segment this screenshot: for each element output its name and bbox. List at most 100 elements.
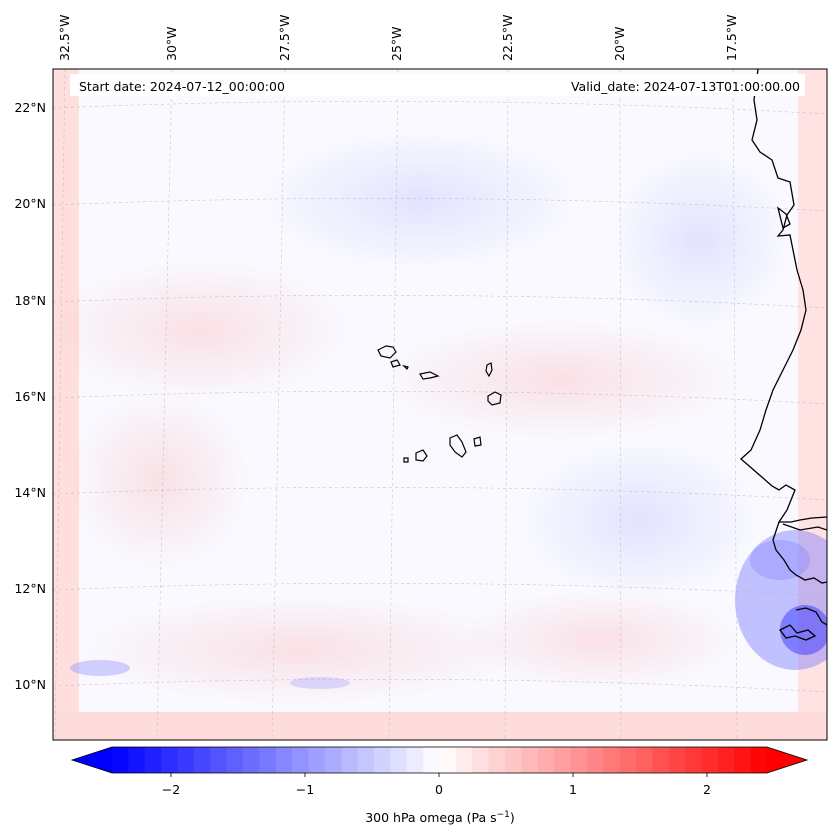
lon-label: 25°W	[389, 26, 404, 61]
field-blob	[520, 440, 760, 600]
colorbar-cell	[243, 747, 260, 773]
lon-label: 20°W	[612, 26, 627, 61]
map-panel: Start date: 2024-07-12_00:00:00 Valid_da…	[52, 68, 828, 741]
lat-label: 20°N	[14, 196, 46, 211]
colorbar-cell	[423, 747, 441, 773]
colorbar-cell	[586, 747, 604, 773]
colorbar-label-close: )	[510, 810, 515, 825]
africa-coast	[772, 521, 827, 584]
colorbar-cell	[210, 747, 228, 773]
lon-label: 27.5°W	[277, 15, 292, 61]
lon-label: 17.5°W	[724, 15, 739, 61]
lat-label: 16°N	[14, 389, 46, 404]
field-blob	[460, 590, 740, 690]
colorbar-tick-label: 1	[569, 782, 577, 797]
colorbar-cell	[455, 747, 473, 773]
colorbar-cell	[406, 747, 424, 773]
island-sal	[485, 362, 493, 378]
colorbar-cell	[570, 747, 588, 773]
annotation-strip	[70, 74, 805, 96]
colorbar-cell	[226, 747, 244, 773]
colorbar-cell	[750, 747, 768, 773]
lat-label: 22°N	[14, 100, 46, 115]
colorbar-label-main: 300 hPa omega (Pa s	[365, 810, 496, 825]
field-blob	[80, 595, 520, 705]
lon-label: 30°W	[164, 26, 179, 61]
graticule	[53, 69, 827, 740]
africa-coast	[740, 69, 827, 523]
colorbar-cell	[177, 747, 195, 773]
colorbar-cell	[652, 747, 670, 773]
colorbar-cell	[128, 747, 146, 773]
colorbar-cell	[292, 747, 310, 773]
colorbar-cell	[472, 747, 490, 773]
lat-label: 10°N	[14, 677, 46, 692]
colorbar-cell	[341, 747, 359, 773]
lon-label: 32.5°W	[57, 15, 72, 61]
colorbar-cell	[505, 747, 522, 773]
lat-label: 12°N	[14, 581, 46, 596]
field-right-edge-band	[798, 69, 827, 740]
africa-coast	[795, 607, 827, 626]
colorbar-cell	[636, 747, 653, 773]
colorbar-cell	[112, 747, 129, 773]
africa-coast	[779, 624, 817, 641]
island-santiago	[449, 434, 467, 458]
field-bottom-edge-band	[53, 712, 827, 740]
colorbar-cells	[72, 747, 807, 773]
colorbar: −2 −1 0 1 2 300 hPa omega (Pa s−1)	[70, 746, 809, 825]
field-blob	[70, 390, 250, 570]
coastline	[740, 69, 827, 641]
island-sao-vicente	[390, 359, 401, 368]
gambia-river	[782, 523, 827, 531]
colorbar-cell	[357, 747, 375, 773]
island-boa-vista	[487, 391, 502, 406]
colorbar-cell	[537, 747, 555, 773]
colorbar-cell	[161, 747, 179, 773]
island-brava	[403, 457, 409, 463]
colorbar-tick-label: −1	[296, 782, 314, 797]
colorbar-tick-label: 2	[703, 782, 711, 797]
field-blob	[380, 320, 740, 440]
field-blob	[735, 530, 827, 670]
start-date-label: Start date: 2024-07-12_00:00:00	[79, 79, 285, 94]
lat-label: 14°N	[14, 485, 46, 500]
island-santa-luzia	[402, 364, 409, 371]
colorbar-label-exponent: −1	[497, 810, 510, 820]
colorbar-cell	[717, 747, 735, 773]
colorbar-cell	[488, 747, 506, 773]
lon-label: 22.5°W	[500, 15, 515, 61]
omega-field	[53, 69, 827, 740]
colorbar-cell	[324, 747, 342, 773]
field-blob	[260, 130, 580, 270]
colorbar-tick-label: 0	[435, 782, 443, 797]
map-frame	[52, 68, 828, 741]
colorbar-cell	[603, 747, 621, 773]
colorbar-cell	[668, 747, 686, 773]
valid-date-label: Valid_date: 2024-07-13T01:00:00.00	[571, 79, 800, 94]
field-blob	[53, 260, 350, 400]
lat-label: 18°N	[14, 293, 46, 308]
colorbar-cell	[275, 747, 293, 773]
colorbar-ticks	[170, 773, 708, 777]
field-blob	[290, 677, 350, 689]
colorbar-cell	[554, 747, 572, 773]
longitude-labels: 32.5°W 30°W 27.5°W 25°W 22.5°W 20°W 17.5…	[57, 15, 739, 61]
colorbar-cell	[374, 747, 391, 773]
colorbar-extend-min	[72, 747, 112, 773]
colorbar-cell	[390, 747, 408, 773]
colorbar-cell	[193, 747, 211, 773]
field-blob	[610, 150, 790, 330]
colorbar-cell	[439, 747, 457, 773]
colorbar-tick-label: −2	[162, 782, 180, 797]
island-fogo	[415, 449, 428, 462]
colorbar-cell	[259, 747, 277, 773]
latitude-labels: 22°N 20°N 18°N 16°N 14°N 12°N 10°N	[14, 100, 46, 692]
colorbar-outline	[70, 746, 809, 774]
field-blob	[750, 540, 810, 580]
colorbar-cell	[144, 747, 162, 773]
colorbar-label: 300 hPa omega (Pa s−1)	[365, 810, 515, 825]
colorbar-cell	[619, 747, 637, 773]
field-blob	[70, 660, 130, 676]
